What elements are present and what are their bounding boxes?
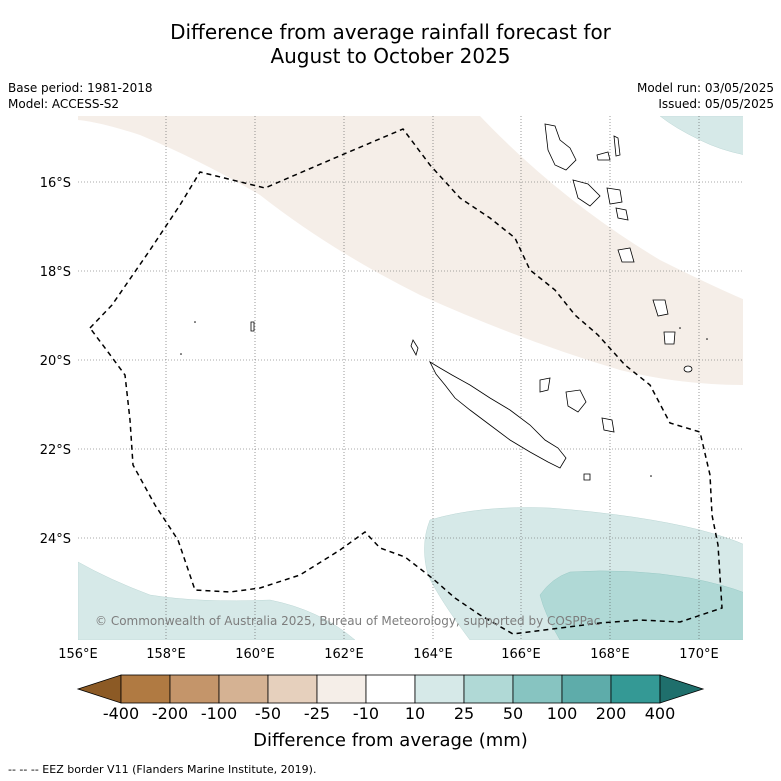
colorbar-bin <box>463 674 514 704</box>
island-isle-of-pines <box>583 473 591 481</box>
colorbar-bin <box>218 674 269 704</box>
eez-footer-note: -- -- -- EEZ border V11 (Flanders Marine… <box>8 763 317 776</box>
map-title-line-1: Difference from average rainfall forecas… <box>170 20 611 44</box>
island-efate <box>617 247 635 263</box>
colorbar-bin <box>267 674 318 704</box>
lon-tick-label: 168°E <box>590 647 630 662</box>
colorbar-tick-label: 400 <box>644 704 676 723</box>
lon-tick-label: 160°E <box>235 647 275 662</box>
model-label: Model: ACCESS-S2 <box>8 97 120 111</box>
colorbar-tick-label: 200 <box>595 704 627 723</box>
island-ambrym <box>606 187 623 205</box>
island-erromango <box>652 299 669 317</box>
wetter-region-southeast-inner <box>539 570 743 640</box>
lon-tick-label: 166°E <box>501 647 541 662</box>
copyright-text: © Commonwealth of Australia 2025, Bureau… <box>95 614 600 628</box>
map-area: © Commonwealth of Australia 2025, Bureau… <box>78 116 743 640</box>
colorbar-tick-label: -100 <box>200 704 238 723</box>
colorbar-tick-label: 25 <box>453 704 475 723</box>
colorbar <box>76 674 705 704</box>
island-mare <box>601 417 615 433</box>
colorbar-tick-label: -400 <box>102 704 140 723</box>
island-aneityum <box>683 365 693 373</box>
colorbar-extend-high <box>659 674 705 704</box>
colorbar-bin <box>169 674 220 704</box>
reef-dot <box>194 321 196 323</box>
reef-chesterfield <box>250 321 255 332</box>
colorbar-tick-label: 50 <box>502 704 524 723</box>
lat-tick-label: 16°S <box>40 176 71 191</box>
colorbar-tick-label: 100 <box>546 704 578 723</box>
lat-tick-label: 20°S <box>40 354 71 369</box>
island-ouvea <box>539 377 551 393</box>
island-lifou <box>565 389 587 413</box>
colorbar-extend-low <box>76 674 122 704</box>
lat-tick-label: 18°S <box>40 265 71 280</box>
graticule <box>78 116 743 640</box>
latitude-ticks: 16°S 18°S 20°S 22°S 24°S <box>40 176 71 547</box>
map-title-line-2: August to October 2025 <box>270 44 511 68</box>
lat-tick-label: 22°S <box>40 443 71 458</box>
colorbar-bin <box>365 674 416 704</box>
lon-tick-label: 156°E <box>58 647 98 662</box>
reef-dot <box>180 353 182 355</box>
issued-label: Issued: 05/05/2025 <box>658 97 774 111</box>
wetter-patch-southwest <box>78 561 356 640</box>
lon-tick-label: 158°E <box>146 647 186 662</box>
model-run-label: Model run: 03/05/2025 <box>636 81 774 95</box>
lon-tick-label: 164°E <box>413 647 453 662</box>
island-maewo <box>613 135 621 157</box>
colorbar-title: Difference from average (mm) <box>253 730 528 751</box>
island-belep <box>410 339 419 357</box>
reef-dot <box>679 327 681 329</box>
longitude-ticks: 156°E 158°E 160°E 162°E 164°E 166°E 168°… <box>58 647 719 662</box>
base-period-label: Base period: 1981-2018 <box>8 81 153 95</box>
colorbar-bin <box>610 674 661 704</box>
island-malekula <box>572 179 601 207</box>
island-epi <box>615 207 629 221</box>
colorbar-tick-label: -25 <box>303 704 331 723</box>
colorbar-tick-label: 10 <box>404 704 426 723</box>
island-ambae <box>596 151 611 161</box>
new-caledonia-island <box>429 360 567 469</box>
colorbar-bin <box>512 674 563 704</box>
colorbar-tick-label: -50 <box>254 704 282 723</box>
colorbar-bin <box>561 674 612 704</box>
lon-tick-label: 170°E <box>679 647 719 662</box>
lon-tick-label: 162°E <box>324 647 364 662</box>
wetter-patch-northeast <box>659 116 743 155</box>
colorbar-bin <box>414 674 465 704</box>
reef-dot <box>650 475 652 477</box>
colorbar-bin <box>120 674 171 704</box>
eez-border <box>89 128 723 635</box>
colorbar-tick-label: -200 <box>151 704 189 723</box>
island-espiritu-santo <box>544 123 577 171</box>
island-tanna <box>663 331 676 345</box>
lat-tick-label: 24°S <box>40 532 71 547</box>
reef-dot <box>706 338 708 340</box>
colorbar-bin <box>316 674 367 704</box>
colorbar-tick-label: -10 <box>352 704 380 723</box>
